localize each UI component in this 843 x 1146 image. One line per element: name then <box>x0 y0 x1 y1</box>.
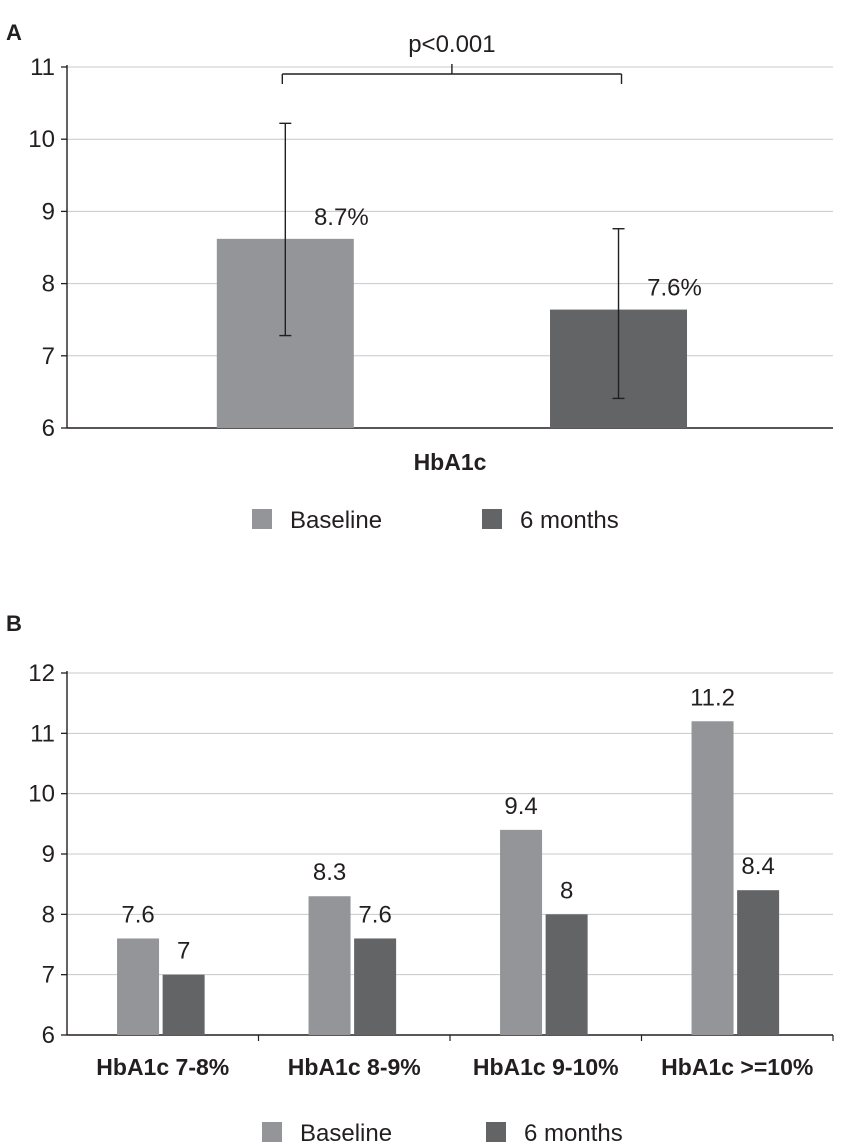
y-tick-label: 9 <box>42 198 55 225</box>
significance-label: p<0.001 <box>408 31 495 58</box>
y-tick-label: 12 <box>28 660 55 687</box>
x-category-label: HbA1c 7-8% <box>96 1054 229 1080</box>
data-label-six-months: 7 <box>177 938 190 965</box>
bar-six-months <box>545 914 588 1035</box>
bar-baseline <box>117 938 160 1035</box>
y-tick-label: 8 <box>42 901 55 928</box>
x-category-label: HbA1c 8-9% <box>288 1054 421 1080</box>
y-tick-label: 11 <box>30 54 55 81</box>
legend-label-baseline: Baseline <box>300 1120 392 1146</box>
y-tick-label: 9 <box>42 841 55 868</box>
data-label-baseline: 7.6 <box>121 901 154 928</box>
y-tick-label: 11 <box>30 720 55 747</box>
bar-baseline <box>500 829 543 1035</box>
x-category-label: HbA1c >=10% <box>661 1054 813 1080</box>
data-label-six-months: 8.4 <box>741 853 774 880</box>
bar-six-months <box>162 974 205 1035</box>
legend-label-six-months: 6 months <box>520 507 619 534</box>
y-tick-label: 7 <box>42 962 55 989</box>
y-tick-label: 8 <box>42 271 55 298</box>
bar-baseline <box>308 896 351 1035</box>
data-label-six-months: 8 <box>560 877 573 904</box>
y-tick-label: 7 <box>42 343 55 370</box>
data-label-baseline: 11.2 <box>690 684 735 711</box>
x-category-label: HbA1c <box>414 449 487 475</box>
legend-swatch-six-months <box>486 1122 506 1142</box>
x-category-label: HbA1c 9-10% <box>473 1054 619 1080</box>
data-label-six-months: 7.6% <box>647 275 702 302</box>
panel-b: B 6 7 8 9 10 11 12 7.6 7 HbA1c 7-8% 8.3 7.6 HbA1c 8-… <box>6 611 834 1146</box>
bar-six-months <box>354 938 397 1035</box>
data-label-baseline: 8.7% <box>314 204 369 231</box>
bar-six-months <box>737 890 780 1035</box>
panel-b-letter: B <box>6 611 22 636</box>
panel-a: A 6 7 8 9 10 11 8.7% 7.6% HbA1c Baseline 6 months p… <box>6 20 833 534</box>
legend-swatch-baseline <box>252 509 272 529</box>
y-tick-label: 6 <box>42 1022 55 1049</box>
y-tick-label: 10 <box>28 781 55 808</box>
y-tick-label: 6 <box>42 415 55 442</box>
data-label-baseline: 9.4 <box>504 793 537 820</box>
legend-label-baseline: Baseline <box>290 507 382 534</box>
legend-label-six-months: 6 months <box>524 1120 623 1146</box>
legend-swatch-six-months <box>482 509 502 529</box>
legend-swatch-baseline <box>262 1122 282 1142</box>
data-label-six-months: 7.6 <box>358 901 391 928</box>
y-tick-label: 10 <box>28 126 55 153</box>
bar-baseline <box>691 721 734 1035</box>
panel-a-letter: A <box>6 20 22 45</box>
data-label-baseline: 8.3 <box>313 859 346 886</box>
